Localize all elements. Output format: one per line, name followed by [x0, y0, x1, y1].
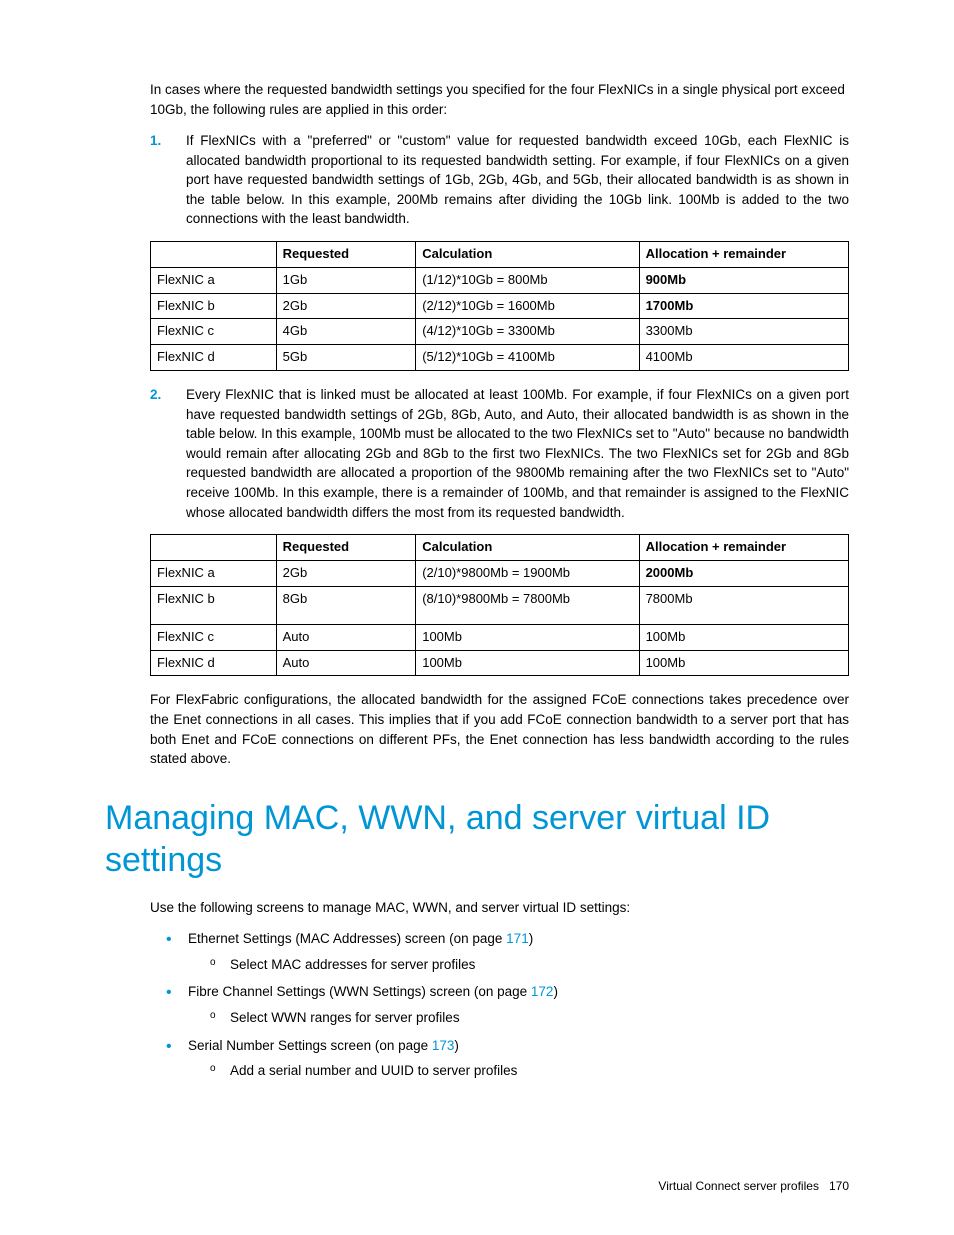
table-cell: FlexNIC d	[151, 345, 277, 371]
list-item: Serial Number Settings screen (on page 1…	[166, 1036, 849, 1081]
table-header-row: Requested Calculation Allocation + remai…	[151, 535, 849, 561]
sub-item: Add a serial number and UUID to server p…	[210, 1061, 849, 1081]
table-header: Calculation	[416, 535, 639, 561]
table-header: Calculation	[416, 241, 639, 267]
table-cell: FlexNIC b	[151, 586, 277, 624]
sub-list: Select MAC addresses for server profiles	[210, 955, 849, 975]
table-cell: 2Gb	[276, 560, 416, 586]
sub-list: Add a serial number and UUID to server p…	[210, 1061, 849, 1081]
rules-list-2: 2. Every FlexNIC that is linked must be …	[130, 385, 849, 522]
page-link[interactable]: 172	[531, 984, 554, 999]
table-cell: 100Mb	[639, 650, 848, 676]
screen-list: Ethernet Settings (MAC Addresses) screen…	[166, 929, 849, 1080]
table-row: FlexNIC a 2Gb (2/10)*9800Mb = 1900Mb 200…	[151, 560, 849, 586]
table-cell: 2000Mb	[639, 560, 848, 586]
table-cell: 7800Mb	[639, 586, 848, 624]
list-text-post: )	[529, 931, 534, 946]
table-cell: FlexNIC c	[151, 624, 277, 650]
list-text-post: )	[454, 1038, 459, 1053]
intro-paragraph: In cases where the requested bandwidth s…	[150, 80, 849, 119]
table-cell: 100Mb	[416, 624, 639, 650]
table-cell: (5/12)*10Gb = 4100Mb	[416, 345, 639, 371]
list-item: Fibre Channel Settings (WWN Settings) sc…	[166, 982, 849, 1027]
document-page: In cases where the requested bandwidth s…	[0, 0, 954, 1235]
table-header	[151, 535, 277, 561]
section-heading: Managing MAC, WWN, and server virtual ID…	[105, 797, 849, 882]
rule-text: Every FlexNIC that is linked must be all…	[186, 385, 849, 522]
table-cell: FlexNIC b	[151, 293, 277, 319]
table-cell: 4Gb	[276, 319, 416, 345]
table-cell: 5Gb	[276, 345, 416, 371]
table-cell: 100Mb	[639, 624, 848, 650]
page-link[interactable]: 171	[506, 931, 529, 946]
table-cell: Auto	[276, 650, 416, 676]
rule-item-2: 2. Every FlexNIC that is linked must be …	[130, 385, 849, 522]
table-row: FlexNIC d 5Gb (5/12)*10Gb = 4100Mb 4100M…	[151, 345, 849, 371]
table-cell: (1/12)*10Gb = 800Mb	[416, 267, 639, 293]
bandwidth-table-2: Requested Calculation Allocation + remai…	[150, 534, 849, 676]
table-cell: FlexNIC d	[151, 650, 277, 676]
table-cell: FlexNIC a	[151, 267, 277, 293]
table-cell: FlexNIC c	[151, 319, 277, 345]
table-header: Requested	[276, 241, 416, 267]
table-header: Allocation + remainder	[639, 241, 848, 267]
list-text-pre: Serial Number Settings screen (on page	[188, 1038, 432, 1053]
table-header-row: Requested Calculation Allocation + remai…	[151, 241, 849, 267]
table-cell: 1700Mb	[639, 293, 848, 319]
table-cell: (8/10)*9800Mb = 7800Mb	[416, 586, 639, 624]
list-text-pre: Ethernet Settings (MAC Addresses) screen…	[188, 931, 506, 946]
table-row: FlexNIC b 8Gb (8/10)*9800Mb = 7800Mb 780…	[151, 586, 849, 624]
table-row: FlexNIC b 2Gb (2/12)*10Gb = 1600Mb 1700M…	[151, 293, 849, 319]
rule-item-1: 1. If FlexNICs with a "preferred" or "cu…	[130, 131, 849, 229]
sub-item: Select MAC addresses for server profiles	[210, 955, 849, 975]
bandwidth-table-1: Requested Calculation Allocation + remai…	[150, 241, 849, 371]
table-cell: 100Mb	[416, 650, 639, 676]
table-cell: Auto	[276, 624, 416, 650]
footer-page: 170	[829, 1179, 849, 1193]
page-footer: Virtual Connect server profiles 170	[658, 1178, 849, 1195]
table-cell: 900Mb	[639, 267, 848, 293]
list-text-pre: Fibre Channel Settings (WWN Settings) sc…	[188, 984, 531, 999]
table-cell: FlexNIC a	[151, 560, 277, 586]
table-header: Requested	[276, 535, 416, 561]
table-row: FlexNIC d Auto 100Mb 100Mb	[151, 650, 849, 676]
list-item: Ethernet Settings (MAC Addresses) screen…	[166, 929, 849, 974]
table-cell: 2Gb	[276, 293, 416, 319]
table-cell: (4/12)*10Gb = 3300Mb	[416, 319, 639, 345]
page-link[interactable]: 173	[432, 1038, 455, 1053]
flexfabric-paragraph: For FlexFabric configurations, the alloc…	[150, 690, 849, 768]
list-text-post: )	[553, 984, 558, 999]
table-cell: (2/12)*10Gb = 1600Mb	[416, 293, 639, 319]
table-row: FlexNIC c Auto 100Mb 100Mb	[151, 624, 849, 650]
table-header	[151, 241, 277, 267]
rules-list: 1. If FlexNICs with a "preferred" or "cu…	[130, 131, 849, 229]
table-cell: 4100Mb	[639, 345, 848, 371]
rule-text: If FlexNICs with a "preferred" or "custo…	[186, 131, 849, 229]
table-row: FlexNIC c 4Gb (4/12)*10Gb = 3300Mb 3300M…	[151, 319, 849, 345]
table-cell: 1Gb	[276, 267, 416, 293]
table-cell: 3300Mb	[639, 319, 848, 345]
rule-marker: 2.	[130, 385, 186, 522]
rule-marker: 1.	[130, 131, 186, 229]
heading-intro: Use the following screens to manage MAC,…	[150, 898, 849, 918]
sub-item: Select WWN ranges for server profiles	[210, 1008, 849, 1028]
sub-list: Select WWN ranges for server profiles	[210, 1008, 849, 1028]
table-row: FlexNIC a 1Gb (1/12)*10Gb = 800Mb 900Mb	[151, 267, 849, 293]
table-cell: 8Gb	[276, 586, 416, 624]
table-cell: (2/10)*9800Mb = 1900Mb	[416, 560, 639, 586]
table-header: Allocation + remainder	[639, 535, 848, 561]
footer-label: Virtual Connect server profiles	[658, 1179, 819, 1193]
